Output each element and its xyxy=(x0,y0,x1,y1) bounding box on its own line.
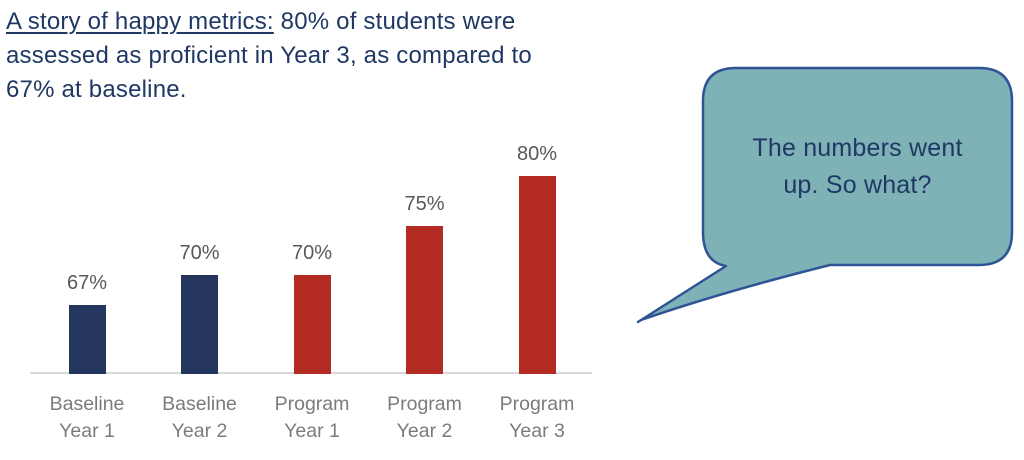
bar-value-label: 70% xyxy=(179,242,220,264)
bar-value-label: 70% xyxy=(291,242,333,264)
bar-value-label: 75% xyxy=(404,192,445,215)
bar xyxy=(68,304,106,374)
bar xyxy=(518,176,556,374)
speech-bubble-text: The numbers went up. So what? xyxy=(752,133,963,199)
x-axis-label: Baseline Year 1 xyxy=(49,393,125,442)
chart-title: A story of happy metrics: 80% of student… xyxy=(6,5,562,107)
x-axis-label: Program Year 2 xyxy=(387,393,462,442)
x-axis-label: Program Year 3 xyxy=(499,393,575,442)
title-lead-underlined: A story of happy metrics: xyxy=(6,8,274,35)
bar-chart: 67% Baseline Year 1 70% Baseline Year 2 70% P… xyxy=(30,143,592,442)
bar xyxy=(181,275,218,374)
bar xyxy=(293,275,331,374)
bar xyxy=(406,225,443,374)
x-axis-label: Baseline Year 2 xyxy=(162,393,237,442)
bar-value-label: 80% xyxy=(516,143,558,165)
title-rest: 80% of students were assessed as profici… xyxy=(6,8,532,103)
bar-value-label: 67% xyxy=(66,271,108,294)
x-axis-label: Program Year 1 xyxy=(274,393,350,442)
